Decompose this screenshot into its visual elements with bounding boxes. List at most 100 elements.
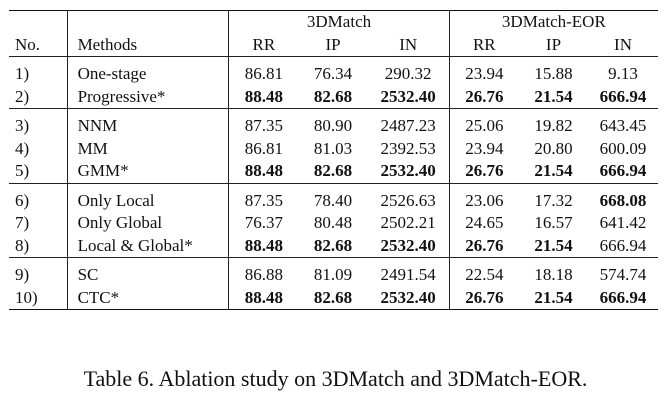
row-value: 82.68 [313, 86, 353, 106]
row-value: 87.35 [244, 116, 283, 135]
row-value: 16.57 [534, 213, 573, 232]
row-value: 23.06 [465, 190, 504, 210]
separator-cell [298, 108, 368, 115]
separator-cell [518, 56, 589, 63]
row-method: Progressive* [67, 85, 230, 109]
row-value: 81.09 [313, 265, 353, 284]
separator-cell [588, 182, 658, 190]
header-group-3dmatch-eor: 3DMatch-EOR [449, 10, 658, 34]
row-value: 86.88 [244, 265, 283, 284]
header-no: No. [9, 33, 68, 57]
separator-cell [228, 108, 299, 115]
header-group-3dmatch: 3DMatch [228, 10, 450, 34]
row-value: 88.48 [244, 161, 283, 180]
row-number: 8) [9, 234, 68, 258]
separator-cell [588, 108, 658, 115]
row-value: 290.32 [367, 63, 450, 86]
row-number: 2) [9, 85, 68, 109]
separator-cell [9, 182, 68, 190]
separator-cell [9, 257, 68, 264]
row-value: 82.68 [298, 286, 368, 310]
row-value: 2526.63 [367, 189, 450, 212]
table-caption: Table 6. Ablation study on 3DMatch and 3… [83, 366, 588, 391]
separator-cell [449, 56, 519, 63]
separator-cell [67, 108, 230, 115]
row-value: 20.80 [534, 138, 573, 158]
row-value: 574.74 [599, 265, 647, 284]
row-method: SC [67, 264, 230, 287]
row-value: 2487.23 [367, 115, 450, 138]
table-row: 5) GMM* 88.48 82.68 2532.40 26.76 21.54 666.94 [9, 160, 658, 183]
separator-cell [9, 56, 68, 63]
row-value: 26.76 [465, 235, 504, 255]
separator-cell [9, 108, 68, 115]
row-value: 86.81 [244, 138, 283, 158]
separator-cell [298, 257, 368, 264]
row-value: 82.68 [313, 161, 353, 180]
row-value: 15.88 [534, 64, 573, 83]
separator-cell [449, 108, 519, 115]
row-value: 641.42 [599, 213, 647, 232]
separator-cell [367, 182, 450, 190]
row-number: 6) [9, 189, 68, 212]
separator-cell [228, 56, 299, 63]
row-value: 26.76 [465, 86, 504, 106]
row-value: 88.48 [228, 286, 299, 310]
row-value: 2491.54 [367, 264, 450, 287]
separator-cell [588, 257, 658, 264]
separator-cell [67, 182, 230, 190]
row-number: 10) [9, 286, 68, 310]
separator-cell [367, 108, 450, 115]
row-value: 21.54 [534, 161, 573, 180]
row-value: 26.76 [449, 286, 519, 310]
row-value: 81.03 [313, 138, 353, 158]
separator-cell [228, 182, 299, 190]
group-separator [9, 108, 658, 115]
group-separator [9, 257, 658, 264]
separator-cell [298, 182, 368, 190]
table-row: 2) Progressive* 88.48 82.68 2532.40 26.76 21.5… [9, 85, 658, 109]
row-value: 2532.40 [367, 160, 450, 183]
separator-cell [367, 257, 450, 264]
row-method: MM [67, 137, 230, 160]
row-value: 23.94 [465, 64, 504, 83]
separator-cell [449, 182, 519, 190]
row-value: 668.08 [599, 190, 647, 210]
table-body: 1) One-stage 86.81 76.34 290.32 23.94 15.88 9.1… [9, 56, 658, 310]
group-separator [9, 182, 658, 190]
separator-cell [367, 56, 450, 63]
table-row: 9) SC 86.88 81.09 2491.54 22.54 18.18 574.74 [9, 264, 658, 287]
header-metric-ip: IP [325, 34, 341, 54]
separator-cell [449, 257, 519, 264]
row-value: 82.68 [313, 235, 353, 255]
row-value: 86.81 [244, 64, 283, 83]
table-row: 8) Local & Global* 88.48 82.68 2532.40 26.76 2… [9, 234, 658, 258]
row-value: 19.82 [534, 116, 573, 135]
row-method: Only Local [67, 189, 230, 212]
separator-cell [518, 182, 589, 190]
row-value: 17.32 [534, 190, 573, 210]
group-separator [9, 56, 658, 63]
separator-cell [518, 257, 589, 264]
separator-cell [67, 56, 230, 63]
separator-cell [588, 56, 658, 63]
row-value: 87.35 [244, 190, 283, 210]
row-value: 666.94 [588, 286, 658, 310]
row-value: 26.76 [465, 161, 504, 180]
row-number: 3) [9, 115, 68, 138]
table-row: 6) Only Local 87.35 78.40 2526.63 23.06 17.32 6… [9, 189, 658, 212]
row-value: 643.45 [599, 116, 647, 135]
row-method: Local & Global* [67, 234, 230, 258]
separator-cell [518, 108, 589, 115]
row-method: CTC* [67, 286, 230, 310]
header-metric-in: IN [367, 33, 450, 57]
row-value: 22.54 [465, 265, 504, 284]
row-value: 18.18 [534, 265, 573, 284]
row-value: 21.54 [518, 286, 589, 310]
separator-cell [67, 257, 230, 264]
header-metric-rr: RR [252, 34, 276, 54]
row-value: 2502.21 [367, 212, 450, 235]
table-row: 1) One-stage 86.81 76.34 290.32 23.94 15.88 9.1… [9, 63, 658, 86]
row-method: One-stage [67, 63, 230, 86]
separator-cell [298, 56, 368, 63]
